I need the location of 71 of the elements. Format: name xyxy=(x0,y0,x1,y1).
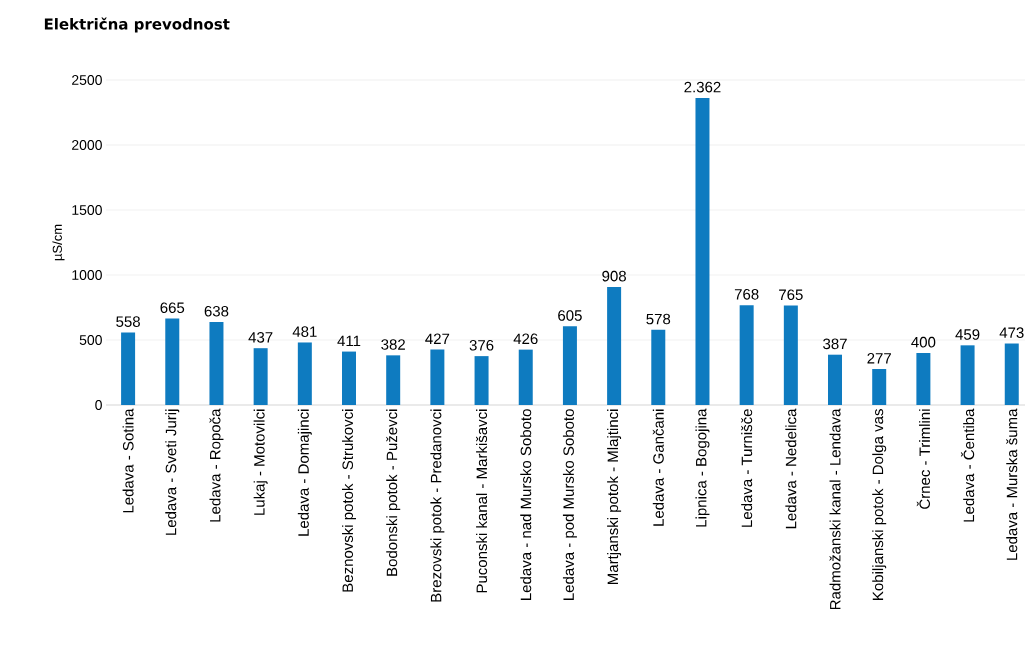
x-tick-label: Črnec - Trimlini xyxy=(916,409,931,509)
y-tick-label: 1500 xyxy=(72,205,102,215)
bar xyxy=(960,345,975,405)
y-tick-label: 500 xyxy=(79,335,102,345)
data-label: 481 xyxy=(292,326,317,337)
x-tick-label: Ledava - Gančani xyxy=(652,409,664,526)
data-label: 605 xyxy=(558,310,582,321)
bar xyxy=(121,332,136,405)
bar xyxy=(430,349,445,405)
data-label: 473 xyxy=(999,327,1024,338)
y-tick-label: 2500 xyxy=(72,75,102,85)
bar xyxy=(518,349,533,405)
y-tick-label: 2000 xyxy=(72,140,102,150)
x-tick-label: Ledava - Čentiba xyxy=(960,408,975,522)
bar xyxy=(872,368,887,405)
data-label: 768 xyxy=(734,289,759,300)
data-label: 411 xyxy=(337,335,361,347)
data-label: 387 xyxy=(823,338,847,350)
data-label: 382 xyxy=(381,339,405,350)
data-label: 437 xyxy=(248,332,273,343)
bar xyxy=(253,348,268,405)
bar xyxy=(607,286,622,405)
data-label: 578 xyxy=(646,313,671,325)
x-tick-label: Beznovski potok - Strukovci xyxy=(342,409,356,592)
x-tick-label: Lipnica - Bogojina xyxy=(695,408,710,527)
y-tick-label: 1000 xyxy=(72,270,102,280)
x-tick-label: Ledava - Nedelica xyxy=(785,408,797,529)
y-tick-label: 0 xyxy=(95,400,102,410)
data-label: 2.362 xyxy=(684,81,721,93)
data-label: 459 xyxy=(955,329,980,340)
bar xyxy=(1004,343,1019,405)
bar xyxy=(739,305,754,405)
bar xyxy=(562,326,577,405)
y-axis-title: µS/cm xyxy=(52,224,65,261)
x-tick-label: Ledava - Domajinci xyxy=(297,409,312,536)
data-label: 400 xyxy=(911,336,936,348)
x-tick-label: Puconski kanal - Markišavci xyxy=(476,409,488,593)
data-label: 558 xyxy=(116,316,140,327)
x-tick-label: Ledava - Murska šuma xyxy=(1006,408,1018,560)
x-tick-label: Ledava - nad Mursko Soboto xyxy=(520,409,532,600)
bar xyxy=(828,354,843,405)
x-tick-label: Ledava - Turnišče xyxy=(741,409,753,527)
data-label: 908 xyxy=(602,270,626,282)
x-tick-label: Brezovski potok - Predanovci xyxy=(430,409,445,602)
bar xyxy=(695,97,710,405)
x-tick-label: Ledava - Ropoča xyxy=(209,408,224,522)
data-label: 427 xyxy=(425,333,450,344)
data-label: 765 xyxy=(779,289,803,301)
data-label: 638 xyxy=(204,305,229,317)
bar xyxy=(297,342,312,405)
bar xyxy=(342,351,357,405)
x-tick-label: Radmožanski kanal - Lendava xyxy=(829,408,841,610)
data-label: 665 xyxy=(160,302,185,314)
bar xyxy=(916,353,931,405)
x-tick-label: Ledava - Sveti Jurij xyxy=(165,409,180,535)
x-tick-label: Lukaj - Motovilci xyxy=(253,409,268,515)
x-tick-label: Bodonski potok - Puževci xyxy=(386,409,401,576)
bar xyxy=(474,356,489,405)
bar xyxy=(651,329,666,405)
data-label: 426 xyxy=(513,333,538,345)
bar xyxy=(783,305,798,405)
x-tick-label: Ledava - pod Mursko Soboto xyxy=(562,409,577,600)
x-tick-label: Ledava - Sotina xyxy=(122,408,134,513)
bar xyxy=(165,318,180,405)
x-tick-label: Martjanski potok - Mlajtinci xyxy=(607,409,622,585)
bar xyxy=(386,355,401,405)
data-label: 277 xyxy=(867,353,891,364)
bar xyxy=(209,322,224,405)
x-tick-label: Kobiljanski potok - Dolga vas xyxy=(872,409,887,600)
data-label: 376 xyxy=(469,339,494,351)
chart-title: Električna prevodnost xyxy=(44,17,230,33)
